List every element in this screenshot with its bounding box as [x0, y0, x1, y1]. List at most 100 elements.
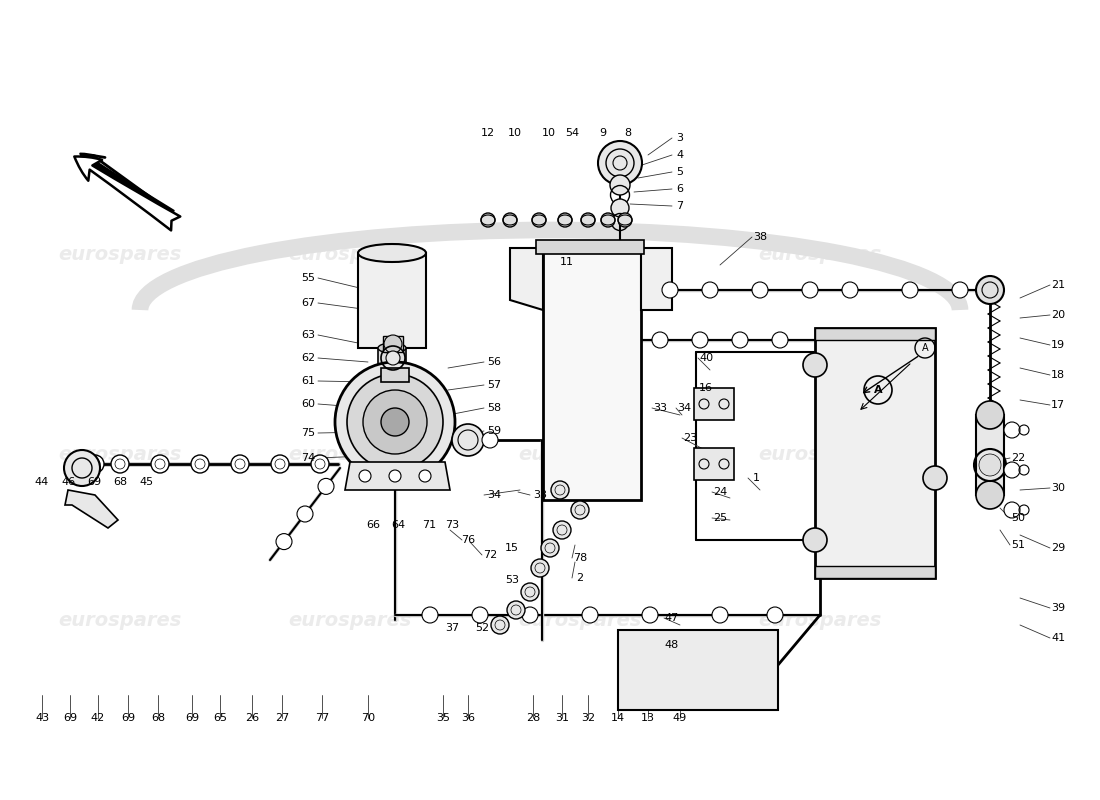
Text: 73: 73: [444, 520, 459, 530]
Text: 72: 72: [483, 550, 497, 560]
Text: 57: 57: [487, 380, 502, 390]
Text: 69: 69: [185, 713, 199, 723]
Text: eurospares: eurospares: [58, 446, 182, 465]
Text: 62: 62: [301, 353, 315, 363]
Bar: [694, 388, 734, 420]
Circle shape: [558, 213, 572, 227]
Text: 23: 23: [683, 433, 697, 443]
Circle shape: [1004, 462, 1020, 478]
Text: 19: 19: [1050, 340, 1065, 350]
Circle shape: [923, 466, 947, 490]
Text: 33: 33: [653, 403, 667, 413]
Polygon shape: [641, 248, 672, 310]
Text: 70: 70: [361, 713, 375, 723]
Text: 38: 38: [752, 232, 767, 242]
Circle shape: [503, 213, 517, 227]
Text: 69: 69: [87, 477, 101, 487]
Circle shape: [86, 455, 104, 473]
Bar: [976, 415, 1004, 495]
Text: 21: 21: [1050, 280, 1065, 290]
Text: 52: 52: [475, 623, 490, 633]
Text: 12: 12: [481, 128, 495, 138]
Text: 26: 26: [245, 713, 260, 723]
Text: 43: 43: [35, 713, 50, 723]
Circle shape: [381, 408, 409, 436]
Circle shape: [902, 282, 918, 298]
Text: 64: 64: [390, 520, 405, 530]
Text: 42: 42: [91, 713, 106, 723]
Text: 54: 54: [565, 128, 579, 138]
Circle shape: [452, 424, 484, 456]
Circle shape: [521, 583, 539, 601]
Text: 69: 69: [121, 713, 135, 723]
Text: 58: 58: [487, 403, 502, 413]
Ellipse shape: [358, 244, 426, 262]
Text: 9: 9: [600, 128, 606, 138]
Circle shape: [311, 455, 329, 473]
Text: 2: 2: [576, 573, 584, 583]
Text: 46: 46: [60, 477, 75, 487]
Text: 25: 25: [713, 513, 727, 523]
Text: 45: 45: [139, 477, 153, 487]
Text: 47: 47: [664, 613, 679, 623]
Text: 3: 3: [676, 133, 683, 143]
Bar: [536, 240, 643, 254]
Circle shape: [271, 455, 289, 473]
Text: eurospares: eurospares: [58, 246, 182, 265]
Circle shape: [842, 282, 858, 298]
Circle shape: [422, 607, 438, 623]
Bar: [381, 368, 409, 382]
Text: eurospares: eurospares: [288, 610, 411, 630]
Bar: [543, 248, 641, 500]
Text: 50: 50: [1011, 513, 1025, 523]
Circle shape: [601, 213, 615, 227]
Text: 77: 77: [315, 713, 329, 723]
Circle shape: [507, 601, 525, 619]
Circle shape: [976, 276, 1004, 304]
Circle shape: [1004, 422, 1020, 438]
Text: 10: 10: [508, 128, 522, 138]
Text: 16: 16: [698, 383, 713, 393]
Circle shape: [772, 332, 788, 348]
Circle shape: [702, 282, 718, 298]
Text: eurospares: eurospares: [518, 246, 641, 265]
Text: 36: 36: [461, 713, 475, 723]
Text: 14: 14: [610, 713, 625, 723]
Text: 56: 56: [487, 357, 500, 367]
Circle shape: [318, 478, 334, 494]
Text: 55: 55: [301, 273, 315, 283]
Circle shape: [522, 607, 538, 623]
Text: A: A: [922, 343, 928, 353]
Circle shape: [389, 470, 402, 482]
Text: eurospares: eurospares: [288, 446, 411, 465]
Text: 65: 65: [213, 713, 227, 723]
Circle shape: [481, 213, 495, 227]
Text: 67: 67: [301, 298, 315, 308]
Circle shape: [692, 332, 708, 348]
Circle shape: [571, 501, 588, 519]
Text: 69: 69: [63, 713, 77, 723]
Circle shape: [618, 213, 632, 227]
Circle shape: [610, 175, 630, 195]
Text: 76: 76: [461, 535, 475, 545]
Circle shape: [276, 534, 292, 550]
Circle shape: [151, 455, 169, 473]
Circle shape: [531, 559, 549, 577]
Text: 17: 17: [1050, 400, 1065, 410]
Text: eurospares: eurospares: [758, 246, 882, 265]
Text: 8: 8: [625, 128, 631, 138]
Circle shape: [803, 528, 827, 552]
Circle shape: [541, 539, 559, 557]
Text: 75: 75: [301, 428, 315, 438]
Text: 39: 39: [1050, 603, 1065, 613]
Circle shape: [551, 481, 569, 499]
Circle shape: [598, 141, 642, 185]
Circle shape: [662, 282, 678, 298]
Text: 48: 48: [664, 640, 679, 650]
Bar: [815, 328, 935, 340]
Text: 28: 28: [526, 713, 540, 723]
Circle shape: [979, 454, 1001, 476]
Circle shape: [346, 374, 443, 470]
Text: 71: 71: [422, 520, 436, 530]
Bar: [618, 630, 778, 710]
